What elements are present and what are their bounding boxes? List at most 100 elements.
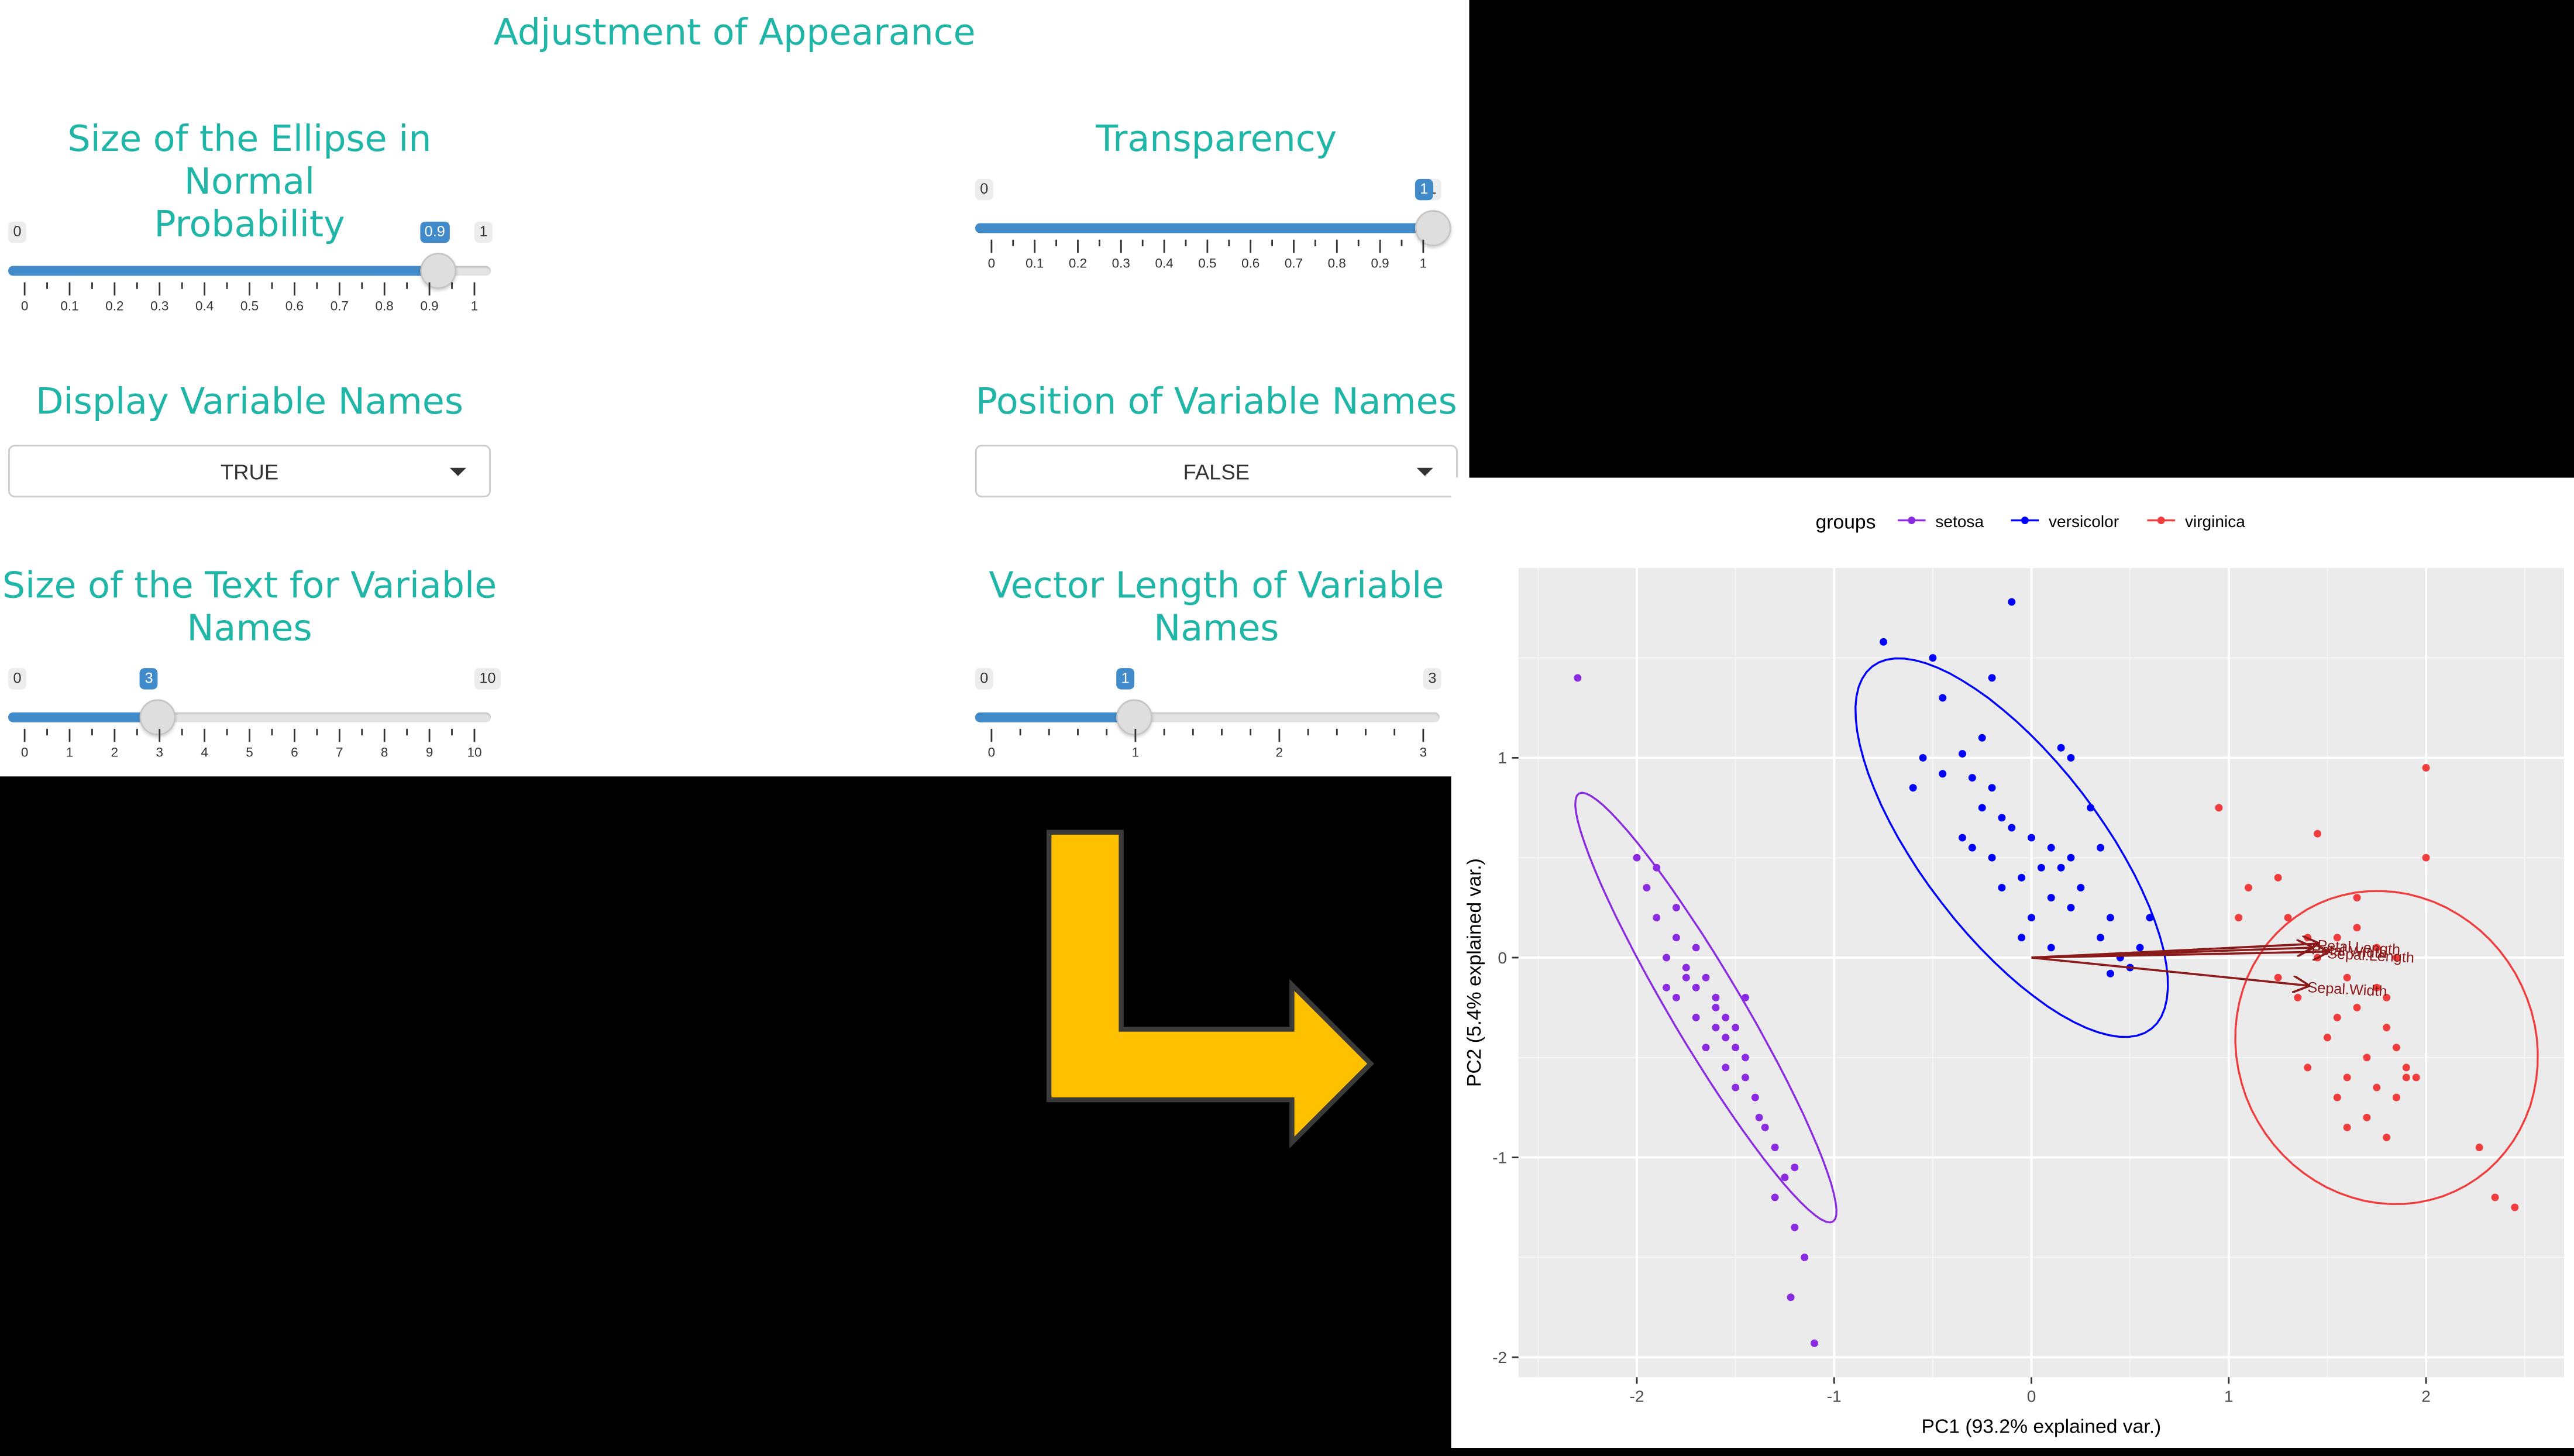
y-tick-label: 0 [1498, 949, 1507, 967]
point-versicolor [1978, 734, 1986, 742]
point-versicolor [1939, 770, 1947, 778]
point-virginica [2314, 829, 2322, 838]
point-setosa [1673, 934, 1680, 942]
point-setosa [1633, 853, 1641, 862]
point-virginica [2343, 1123, 2351, 1131]
y-tick-label: -1 [1492, 1148, 1507, 1166]
slider-min-value: 0 [975, 178, 993, 201]
slider-handle[interactable] [419, 253, 456, 289]
slider-fill [8, 266, 445, 276]
point-virginica [2304, 934, 2312, 942]
slider-tick-label: 0 [20, 745, 29, 760]
point-setosa [1653, 914, 1661, 922]
point-virginica [2323, 1034, 2331, 1042]
slider-tick-label: 0 [987, 745, 996, 760]
slider-max-value: 10 [474, 668, 501, 690]
point-versicolor [2008, 598, 2016, 606]
point-versicolor [2146, 914, 2154, 922]
slider-tick-label: 0.6 [1241, 256, 1260, 271]
names-position-select[interactable]: FALSE [975, 445, 1458, 498]
point-versicolor [1988, 674, 1996, 682]
slider-max-value: 1 [474, 221, 493, 243]
x-tick-label: 1 [2224, 1387, 2234, 1405]
transparency-slider[interactable]: 01100.10.20.30.40.50.60.70.80.91 [975, 178, 1451, 279]
slider-tick-label: 0.4 [1155, 256, 1174, 271]
point-setosa [1787, 1293, 1795, 1302]
slider-tick-label: 0 [20, 298, 29, 314]
point-setosa [1742, 993, 1749, 1001]
text-size-label: Size of the Text for Variable Names [0, 566, 499, 652]
point-versicolor [2106, 914, 2114, 922]
slider-min-value: 0 [975, 668, 993, 690]
slider-min-value: 0 [8, 221, 26, 243]
ellipse-size-slider[interactable]: 0 1 0.9 0 0.1 0.2 0.3 0.4 0.5 0.6 0.7 0.8 0.9 1 [8, 221, 493, 322]
point-virginica [2383, 1133, 2391, 1141]
point-virginica [2215, 804, 2223, 812]
point-versicolor [1929, 654, 1937, 662]
text-size-slider[interactable]: 0 10 3 0 1 2 3 4 5 6 7 8 9 10 [8, 668, 501, 769]
transparency-label: Transparency [1096, 119, 1337, 161]
slider-tick-label: 9 [425, 745, 433, 760]
display-names-value: TRUE [220, 459, 279, 484]
slider-tick-label: 0.2 [105, 298, 124, 314]
point-virginica [2511, 1203, 2519, 1211]
x-tick-label: -1 [1827, 1387, 1842, 1405]
point-virginica [2353, 894, 2361, 901]
slider-tick-label: 0.5 [240, 298, 259, 314]
slider-tick-label: 0.3 [150, 298, 169, 314]
point-virginica [2363, 1113, 2371, 1121]
point-versicolor [1988, 784, 1996, 792]
y-tick-label: -2 [1492, 1348, 1507, 1366]
vector-length-label-line2: Names [1154, 609, 1279, 650]
text-size-label-line1: Size of the Text for Variable [2, 566, 497, 608]
vector-length-slider[interactable]: 0 3 1 0 1 2 3 [975, 668, 1441, 769]
slider-handle[interactable] [1415, 210, 1451, 246]
point-virginica [2422, 764, 2430, 772]
point-setosa [1673, 904, 1680, 912]
text-size-label-line2: Names [187, 609, 312, 650]
ellipse-size-label-line2: Probability [154, 205, 345, 246]
y-tick-label: 1 [1498, 749, 1507, 767]
display-names-select[interactable]: TRUE [8, 445, 491, 498]
point-setosa [1692, 1014, 1700, 1021]
slider-tick-label: 3 [156, 745, 163, 760]
y-axis-label: PC2 (5.4% explained var.) [1464, 858, 1485, 1087]
x-tick-label: 2 [2421, 1387, 2431, 1405]
slider-tick-label: 7 [336, 745, 343, 760]
point-versicolor [1919, 753, 1927, 762]
slider-tick-label: 0.1 [60, 298, 79, 314]
slider-tick-label: 2 [1275, 745, 1283, 760]
point-virginica [2393, 1093, 2400, 1102]
slider-current-value: 0.9 [419, 221, 450, 243]
point-versicolor [2067, 753, 2075, 762]
point-setosa [1781, 1173, 1789, 1182]
point-versicolor [1880, 638, 1888, 646]
vector-length-label: Vector Length of Variable Names [975, 566, 1458, 652]
point-versicolor [2136, 944, 2144, 952]
ellipse-size-label: Size of the Ellipse in Normal Probabilit… [0, 120, 499, 248]
slider-tick-label: 1 [1131, 745, 1140, 760]
point-setosa [1742, 1073, 1749, 1082]
loading-arrow [2031, 952, 2328, 958]
slider-tick-label: 0.5 [1198, 256, 1217, 271]
slider-handle[interactable] [1116, 699, 1152, 736]
point-versicolor [2047, 944, 2055, 952]
legend-title: groups [1816, 512, 1876, 533]
point-versicolor [2097, 844, 2105, 852]
slider-tick-label: 6 [291, 745, 298, 760]
point-versicolor [2008, 824, 2016, 832]
point-virginica [2491, 1193, 2499, 1202]
legend-entry: versicolor [2049, 512, 2119, 531]
slider-fill [975, 223, 1440, 233]
display-names-label: Display Variable Names [35, 382, 464, 424]
point-virginica [2393, 1044, 2400, 1052]
slider-current-value: 1 [1116, 668, 1135, 690]
slider-handle[interactable] [140, 699, 176, 736]
point-setosa [1673, 993, 1680, 1001]
x-axis-label: PC1 (93.2% explained var.) [1922, 1416, 2162, 1438]
point-virginica [2363, 1054, 2371, 1062]
point-setosa [1574, 674, 1582, 682]
point-versicolor [2018, 934, 2026, 942]
slider-tick-label: 1 [66, 745, 74, 760]
slider-tick-label: 0.9 [420, 298, 439, 314]
